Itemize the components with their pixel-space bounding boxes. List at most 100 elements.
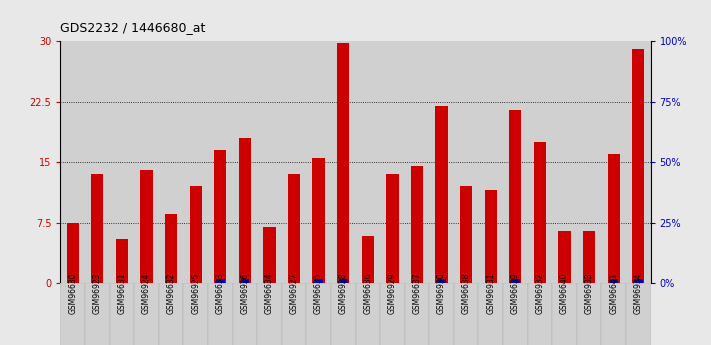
Bar bbox=[609, 279, 618, 283]
Text: GSM96635: GSM96635 bbox=[314, 272, 323, 314]
Bar bbox=[216, 279, 225, 283]
Bar bbox=[485, 190, 497, 283]
Text: GSM96636: GSM96636 bbox=[363, 272, 373, 314]
Bar bbox=[60, 283, 85, 345]
Bar bbox=[208, 283, 232, 345]
Bar bbox=[257, 283, 282, 345]
Text: GSM96926: GSM96926 bbox=[240, 273, 250, 314]
Bar bbox=[312, 158, 325, 283]
Bar bbox=[331, 41, 356, 283]
Bar bbox=[602, 283, 626, 345]
Bar bbox=[380, 41, 405, 283]
Text: GSM96923: GSM96923 bbox=[93, 273, 102, 314]
Text: GSM96932: GSM96932 bbox=[535, 273, 545, 314]
Text: GSM96634: GSM96634 bbox=[265, 272, 274, 314]
Bar bbox=[405, 283, 429, 345]
Bar bbox=[380, 283, 405, 345]
Bar bbox=[577, 41, 602, 283]
Bar bbox=[479, 41, 503, 283]
Bar bbox=[429, 41, 454, 283]
Bar bbox=[159, 41, 183, 283]
Bar bbox=[479, 283, 503, 345]
Bar bbox=[67, 223, 79, 283]
Bar bbox=[509, 110, 521, 283]
Bar bbox=[214, 150, 226, 283]
Text: GSM96633: GSM96633 bbox=[215, 272, 225, 314]
Bar bbox=[552, 41, 577, 283]
Text: GSM96934: GSM96934 bbox=[634, 272, 643, 314]
Bar bbox=[208, 41, 232, 283]
Text: GSM96927: GSM96927 bbox=[289, 273, 299, 314]
Bar bbox=[232, 41, 257, 283]
Bar bbox=[263, 227, 276, 283]
Text: GSM96632: GSM96632 bbox=[166, 273, 176, 314]
Bar bbox=[626, 41, 651, 283]
Bar bbox=[183, 283, 208, 345]
Bar bbox=[437, 279, 446, 283]
Bar bbox=[190, 186, 202, 283]
Bar bbox=[577, 283, 602, 345]
Bar bbox=[454, 283, 479, 345]
Text: GSM96925: GSM96925 bbox=[191, 273, 201, 314]
Bar bbox=[282, 283, 306, 345]
Bar bbox=[306, 283, 331, 345]
Bar bbox=[503, 283, 528, 345]
Bar bbox=[85, 283, 109, 345]
Bar bbox=[109, 41, 134, 283]
Bar bbox=[331, 283, 356, 345]
Bar bbox=[91, 174, 104, 283]
Bar bbox=[632, 49, 644, 283]
Bar bbox=[626, 283, 651, 345]
Bar bbox=[183, 41, 208, 283]
Text: GSM96928: GSM96928 bbox=[338, 273, 348, 314]
Bar bbox=[534, 142, 546, 283]
Text: GSM96933: GSM96933 bbox=[584, 272, 594, 314]
Bar bbox=[429, 283, 454, 345]
Bar bbox=[607, 154, 620, 283]
Bar bbox=[405, 41, 429, 283]
Text: GDS2232 / 1446680_at: GDS2232 / 1446680_at bbox=[60, 21, 205, 34]
Bar bbox=[558, 230, 571, 283]
Bar bbox=[60, 41, 85, 283]
Bar bbox=[634, 279, 643, 283]
Text: GSM96631: GSM96631 bbox=[117, 273, 127, 314]
Bar bbox=[159, 283, 183, 345]
Bar bbox=[339, 279, 348, 283]
Bar bbox=[503, 41, 528, 283]
Bar bbox=[257, 41, 282, 283]
Bar bbox=[552, 283, 577, 345]
Bar bbox=[109, 283, 134, 345]
Text: GSM96630: GSM96630 bbox=[68, 272, 77, 314]
Bar bbox=[116, 239, 128, 283]
Bar bbox=[460, 186, 472, 283]
Bar bbox=[337, 43, 349, 283]
Bar bbox=[240, 279, 249, 283]
Text: GSM96641: GSM96641 bbox=[609, 273, 618, 314]
Text: GSM96929: GSM96929 bbox=[388, 273, 397, 314]
Bar bbox=[528, 41, 552, 283]
Bar bbox=[134, 41, 159, 283]
Bar bbox=[362, 236, 374, 283]
Bar bbox=[454, 41, 479, 283]
Text: GSM96638: GSM96638 bbox=[461, 273, 471, 314]
Bar bbox=[140, 170, 153, 283]
Text: GSM96931: GSM96931 bbox=[486, 273, 496, 314]
Bar bbox=[232, 283, 257, 345]
Bar bbox=[435, 106, 448, 283]
Bar bbox=[239, 138, 251, 283]
Bar bbox=[602, 41, 626, 283]
Text: GSM96639: GSM96639 bbox=[510, 272, 520, 314]
Bar bbox=[356, 41, 380, 283]
Bar bbox=[583, 230, 595, 283]
Text: GSM96924: GSM96924 bbox=[142, 273, 151, 314]
Bar bbox=[511, 279, 520, 283]
Bar bbox=[528, 283, 552, 345]
Bar bbox=[85, 41, 109, 283]
Text: GSM96637: GSM96637 bbox=[412, 272, 422, 314]
Bar bbox=[386, 174, 399, 283]
Bar bbox=[306, 41, 331, 283]
Bar bbox=[282, 41, 306, 283]
Text: GSM96640: GSM96640 bbox=[560, 272, 569, 314]
Bar bbox=[314, 279, 323, 283]
Text: GSM96930: GSM96930 bbox=[437, 272, 446, 314]
